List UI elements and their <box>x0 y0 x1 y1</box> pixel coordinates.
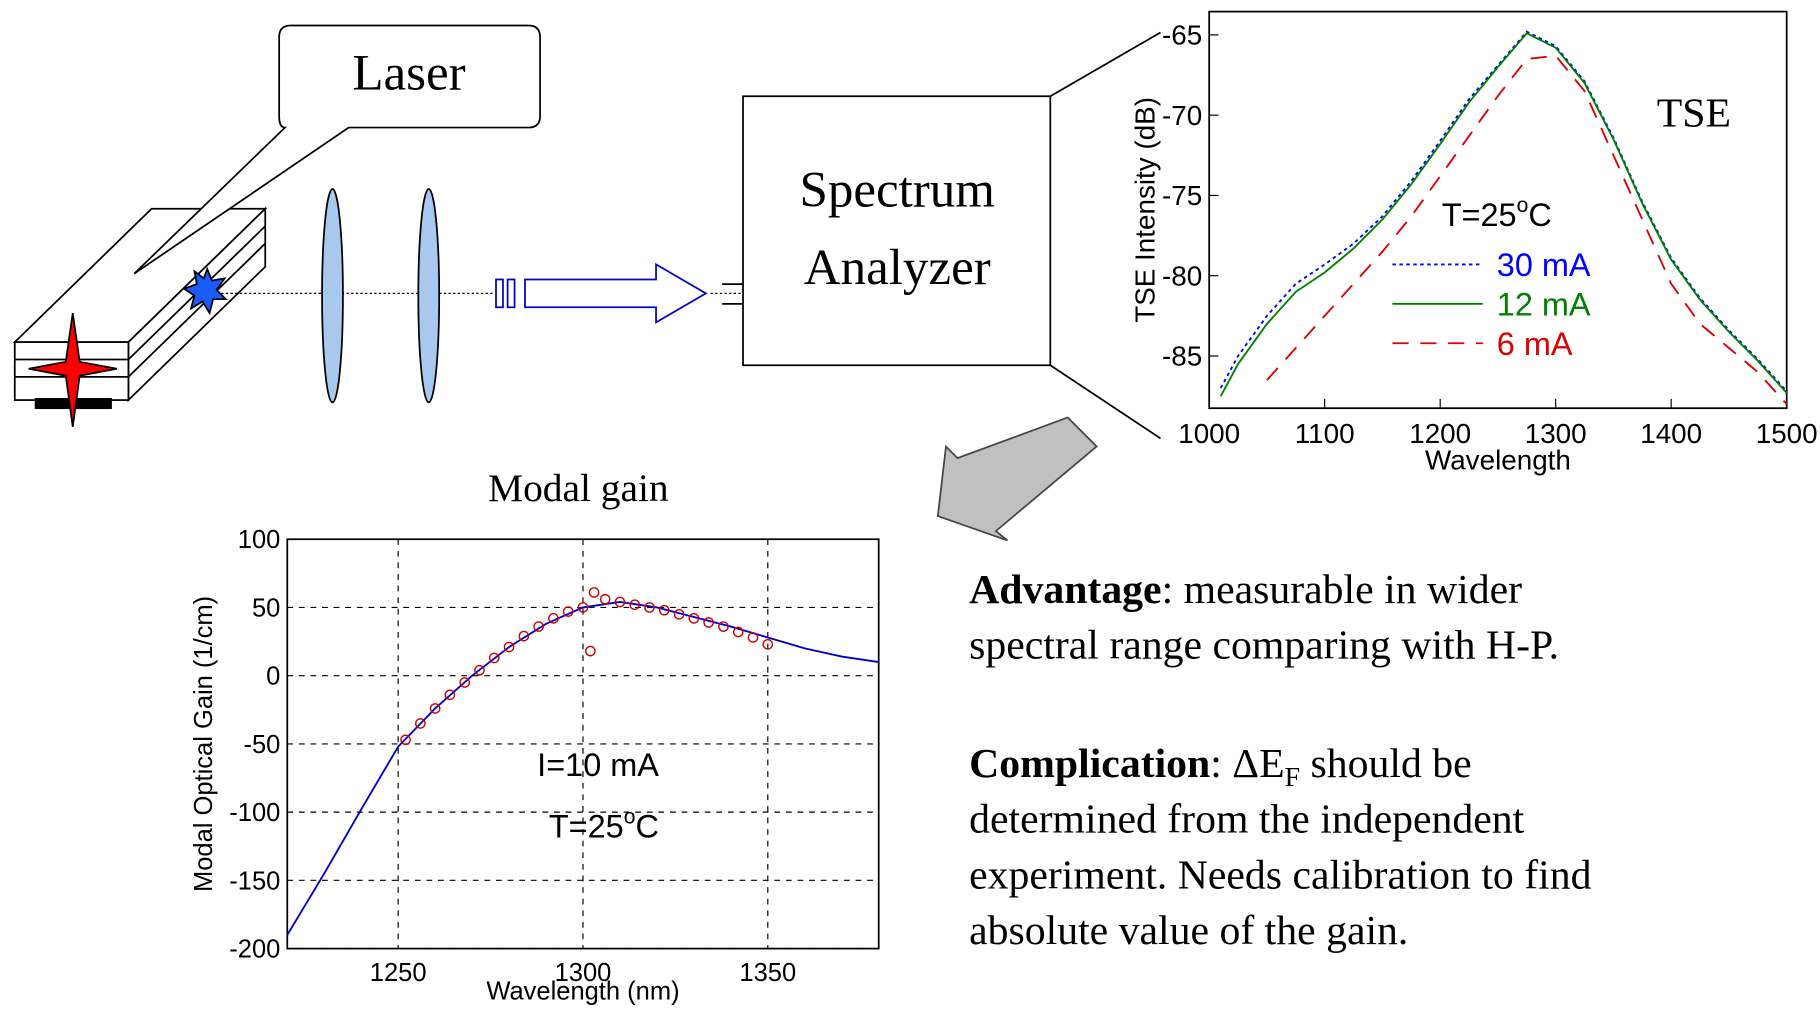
data-point <box>518 630 530 642</box>
y-tick-label: -100 <box>229 799 280 827</box>
data-point <box>533 621 544 632</box>
plot-frame <box>1208 10 1788 410</box>
y-axis-label: TSE Intensity (dB) <box>1130 97 1161 323</box>
advantage-text: spectral range comparing with H-P. <box>969 623 1559 669</box>
condition-text: T=25 <box>549 808 624 844</box>
data-point <box>488 652 500 664</box>
data-point <box>562 606 574 617</box>
x-tick-label: 1300 <box>555 959 612 987</box>
series-line <box>286 601 879 936</box>
condition: T=25oC <box>1442 194 1552 233</box>
analyzer-label: Analyzer <box>804 240 991 296</box>
series-line <box>1219 32 1788 397</box>
data-point <box>673 608 685 620</box>
data-point <box>415 718 426 729</box>
y-tick-label: -80 <box>1162 260 1202 291</box>
y-tick-label: 100 <box>238 526 281 554</box>
x-tick-label: 1000 <box>1178 418 1240 449</box>
y-tick-label: 0 <box>266 663 280 691</box>
y-tick-label: -65 <box>1162 20 1202 51</box>
superscript: o <box>624 805 636 828</box>
superscript: o <box>1517 194 1529 217</box>
condition-text: T=25 <box>1442 197 1517 233</box>
x-tick-label: 1400 <box>1640 418 1702 449</box>
annotation: TSE <box>1657 90 1731 136</box>
y-tick-label: -85 <box>1162 341 1202 372</box>
subscript: F <box>1285 762 1300 793</box>
annotation: I=10 mA <box>537 747 659 783</box>
data-point <box>644 602 655 613</box>
x-tick-label: 1100 <box>1295 418 1355 449</box>
legend-label: 30 mA <box>1497 247 1591 283</box>
laser-label: Laser <box>352 45 465 101</box>
term: Complication <box>969 741 1210 787</box>
x-axis-label: Wavelength (nm) <box>486 978 679 1006</box>
data-point <box>629 599 641 611</box>
complication-text: determined from the independent <box>969 797 1525 843</box>
text: : measurable in wider <box>1162 567 1523 613</box>
x-tick-label: 1350 <box>739 959 796 987</box>
data-point <box>688 613 700 624</box>
text: : ΔE <box>1210 741 1284 787</box>
data-point <box>703 617 714 628</box>
y-tick-label: -200 <box>229 936 280 964</box>
y-tick-label: -50 <box>243 731 280 759</box>
data-point <box>747 632 759 643</box>
data-point <box>400 734 411 746</box>
advantage-text: Advantage: measurable in wider <box>969 567 1522 613</box>
y-tick-label: -70 <box>1162 100 1202 131</box>
legend-label: 12 mA <box>1497 286 1591 322</box>
data-point <box>474 664 485 676</box>
data-point <box>577 602 589 613</box>
condition-unit: C <box>1528 197 1551 233</box>
complication-text: experiment. Needs calibration to find <box>969 852 1591 898</box>
x-tick-label: 1500 <box>1756 418 1818 449</box>
data-point <box>762 638 774 650</box>
data-point <box>503 641 515 653</box>
data-point <box>588 587 600 598</box>
data-point <box>718 621 729 632</box>
data-point <box>614 596 626 608</box>
data-point <box>585 645 596 657</box>
x-tick-label: 1300 <box>1525 418 1587 449</box>
term: Advantage <box>969 567 1161 613</box>
chart-title: Modal gain <box>488 466 669 510</box>
condition-unit: C <box>635 808 658 844</box>
y-axis-label: Modal Optical Gain (1/cm) <box>190 596 218 892</box>
condition: T=25oC <box>549 805 659 844</box>
y-tick-label: 50 <box>252 594 280 622</box>
x-tick-label: 1200 <box>1409 418 1471 449</box>
data-point <box>658 604 670 616</box>
data-point <box>444 689 456 701</box>
complication-text: Complication: ΔEF should be <box>969 741 1472 793</box>
y-tick-label: -150 <box>229 867 280 895</box>
data-point <box>429 703 441 714</box>
laser-diagram <box>12 24 1161 542</box>
analyzer-label: Spectrum <box>799 162 995 218</box>
series-line <box>1219 30 1788 392</box>
x-tick-label: 1250 <box>370 959 427 987</box>
data-point <box>548 613 559 624</box>
x-axis-label: Wavelength <box>1425 445 1571 476</box>
data-point <box>599 593 611 605</box>
y-tick-label: -75 <box>1162 180 1202 211</box>
complication-text: absolute value of the gain. <box>969 908 1408 954</box>
legend-label: 6 mA <box>1497 326 1573 362</box>
data-point <box>732 626 744 638</box>
text: should be <box>1300 741 1472 787</box>
data-point <box>459 677 471 688</box>
